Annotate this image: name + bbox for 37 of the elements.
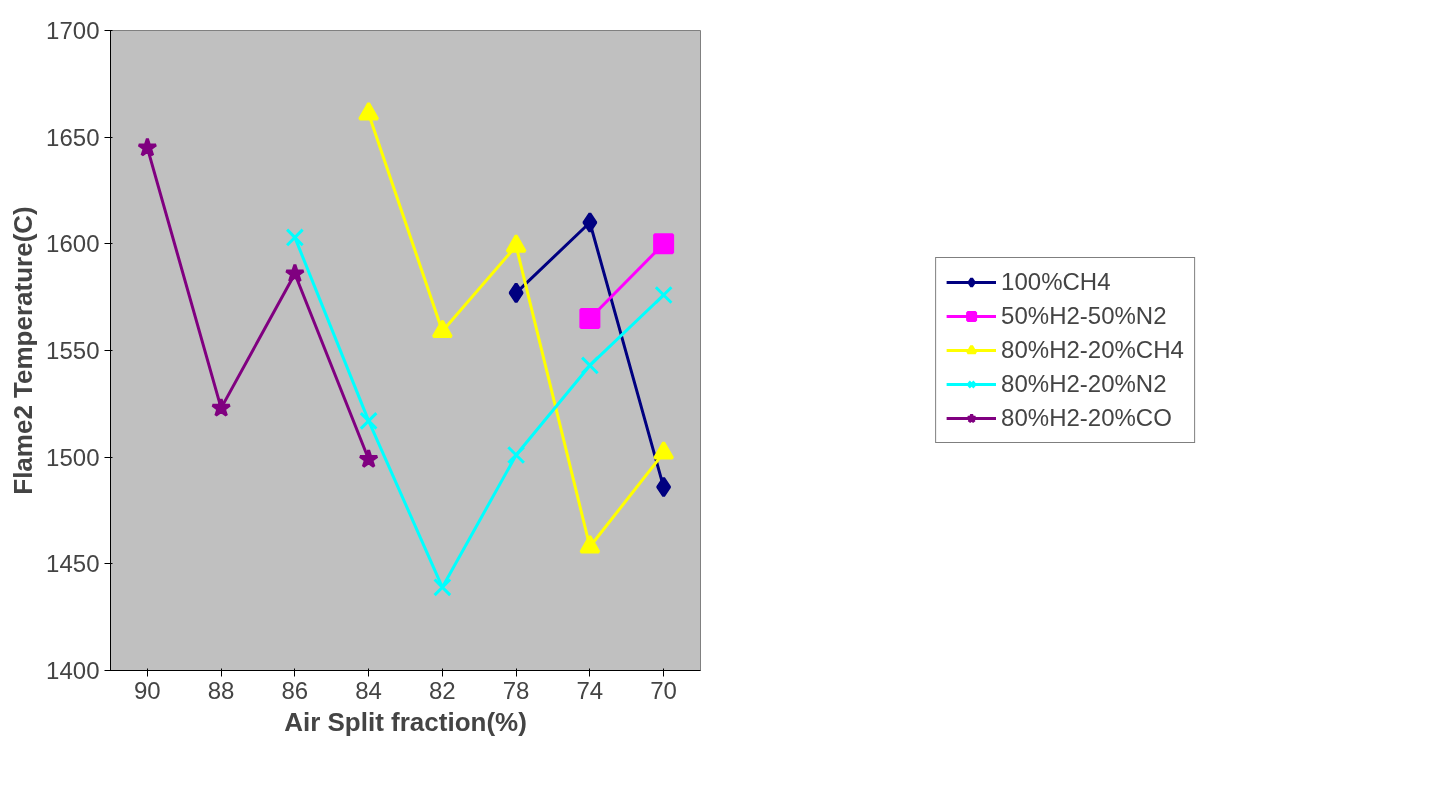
x-tick-label: 78 bbox=[502, 676, 530, 704]
x-tick-label: 74 bbox=[576, 676, 604, 704]
point bbox=[358, 448, 379, 469]
y-tick-label: 1650 bbox=[46, 123, 100, 151]
x-tick-label: 86 bbox=[281, 676, 309, 704]
y-tick-label: 1600 bbox=[46, 230, 100, 258]
x-axis-title: Air Split fraction(%) bbox=[284, 706, 527, 737]
point bbox=[137, 137, 158, 157]
legend-label: 80%H2-20%CH4 bbox=[1001, 336, 1184, 364]
y-tick-label: 1700 bbox=[46, 17, 100, 44]
point bbox=[580, 356, 600, 375]
point bbox=[433, 578, 452, 597]
point bbox=[508, 282, 524, 304]
x-tick-label: 82 bbox=[429, 676, 456, 704]
y-tick-label: 1400 bbox=[46, 657, 100, 684]
point bbox=[653, 233, 675, 255]
point bbox=[285, 228, 305, 247]
legend-label: 80%H2-20%CO bbox=[1001, 404, 1172, 432]
point bbox=[359, 411, 378, 431]
y-tick-label: 1500 bbox=[46, 443, 100, 471]
y-tick-label: 1450 bbox=[46, 550, 100, 578]
legend-label: 80%H2-20%N2 bbox=[1001, 370, 1167, 398]
x-tick-label: 84 bbox=[355, 676, 382, 704]
x-tick-label: 90 bbox=[134, 676, 161, 704]
y-axis-title: Flame2 Temperature(C) bbox=[8, 206, 39, 495]
point bbox=[579, 308, 601, 329]
point bbox=[211, 397, 232, 417]
point bbox=[506, 445, 526, 465]
point bbox=[582, 212, 598, 233]
legend-label: 50%H2-50%N2 bbox=[1001, 302, 1167, 330]
legend-label: 100%CH4 bbox=[1001, 268, 1111, 296]
point bbox=[654, 285, 673, 305]
y-tick-label: 1550 bbox=[46, 337, 100, 364]
point bbox=[656, 476, 672, 498]
point bbox=[284, 263, 305, 283]
x-tick-label: 88 bbox=[207, 676, 235, 704]
x-tick-label: 70 bbox=[650, 676, 677, 704]
